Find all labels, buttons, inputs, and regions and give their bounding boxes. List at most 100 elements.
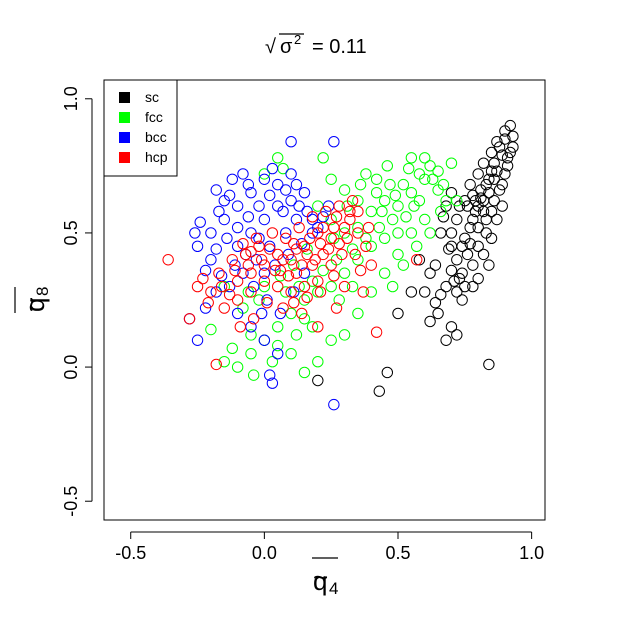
point-hcp [354, 264, 367, 277]
point-fcc [298, 294, 311, 306]
point-sc [472, 221, 484, 234]
point-hcp [330, 211, 343, 223]
point-sc [445, 227, 458, 239]
point-fcc [325, 213, 337, 226]
point-fcc [451, 195, 463, 207]
point-bcc [261, 294, 273, 306]
point-hcp [234, 321, 247, 333]
point-fcc [413, 168, 426, 180]
point-sc [451, 254, 463, 266]
point-bcc [194, 216, 206, 228]
point-hcp [239, 248, 252, 261]
point-sc [501, 160, 514, 172]
point-bcc [210, 243, 222, 255]
point-bcc [223, 280, 236, 293]
point-hcp [304, 232, 316, 244]
point-hcp [298, 240, 311, 253]
point-bcc [229, 259, 241, 271]
point-sc [483, 259, 495, 271]
point-sc [499, 168, 511, 180]
point-hcp [213, 267, 225, 279]
point-hcp [258, 259, 271, 271]
point-sc [485, 165, 498, 177]
point-fcc [298, 366, 311, 379]
point-bcc [298, 267, 311, 279]
point-hcp [183, 313, 196, 325]
point-hcp [231, 294, 244, 306]
point-fcc [226, 342, 238, 354]
point-hcp [314, 237, 327, 250]
point-hcp [344, 205, 356, 218]
point-sc [435, 227, 447, 239]
point-fcc [285, 347, 297, 360]
point-bcc [328, 136, 340, 148]
point-fcc [253, 294, 265, 306]
x-tick-label: -0.5 [115, 543, 146, 563]
point-hcp [285, 254, 297, 266]
point-fcc [402, 162, 415, 175]
point-bcc [280, 227, 292, 239]
point-hcp [301, 248, 313, 261]
point-sc [461, 248, 474, 261]
point-sc [461, 200, 474, 212]
point-fcc [231, 361, 244, 373]
y-tick-label: 1.0 [61, 86, 81, 111]
point-fcc [392, 248, 404, 261]
point-fcc [245, 329, 257, 341]
point-fcc [280, 286, 292, 298]
point-sc [475, 184, 487, 196]
point-fcc [354, 178, 367, 191]
point-fcc [389, 189, 402, 202]
point-hcp [320, 205, 332, 218]
point-hcp [365, 259, 377, 271]
point-fcc [365, 240, 377, 253]
point-bcc [264, 369, 276, 381]
point-hcp [296, 259, 308, 271]
point-sc [507, 141, 519, 153]
x-tick-label: 1.0 [519, 543, 544, 563]
point-hcp [272, 280, 284, 293]
point-hcp [309, 254, 321, 266]
point-sc [477, 248, 490, 261]
point-hcp [314, 286, 327, 298]
point-fcc [325, 280, 337, 293]
point-hcp [352, 205, 364, 218]
point-hcp [202, 296, 214, 309]
point-hcp [293, 221, 305, 234]
point-bcc [231, 307, 244, 320]
point-hcp [223, 288, 236, 301]
y-axis-title: ~ q 8 [14, 287, 52, 313]
point-bcc [221, 232, 233, 244]
point-bcc [223, 189, 236, 202]
point-hcp [269, 264, 281, 277]
point-bcc [258, 334, 271, 346]
point-hcp [290, 243, 303, 255]
legend-swatch-sc [119, 92, 130, 103]
y-title-q: q [20, 298, 50, 312]
point-sc [477, 157, 490, 169]
point-hcp [250, 232, 263, 244]
point-fcc [338, 184, 351, 196]
point-hcp [162, 254, 174, 266]
point-bcc [199, 264, 212, 277]
point-sc [405, 286, 418, 298]
point-bcc [290, 213, 303, 226]
point-hcp [215, 280, 228, 293]
point-sc [491, 213, 503, 226]
point-hcp [360, 240, 372, 253]
point-bcc [191, 334, 204, 346]
point-sc [464, 237, 476, 250]
legend: sc fcc bcc hcp [103, 79, 178, 177]
legend-swatch-fcc [119, 112, 130, 123]
point-fcc [432, 165, 444, 177]
point-hcp [264, 243, 276, 255]
point-bcc [258, 213, 271, 226]
point-sc [504, 146, 516, 159]
point-sc [451, 213, 463, 226]
point-hcp [333, 237, 345, 250]
legend-label-bcc: bcc [145, 129, 167, 145]
point-bcc [213, 205, 225, 218]
point-fcc [373, 221, 385, 234]
point-hcp [301, 291, 313, 304]
point-fcc [386, 280, 399, 293]
